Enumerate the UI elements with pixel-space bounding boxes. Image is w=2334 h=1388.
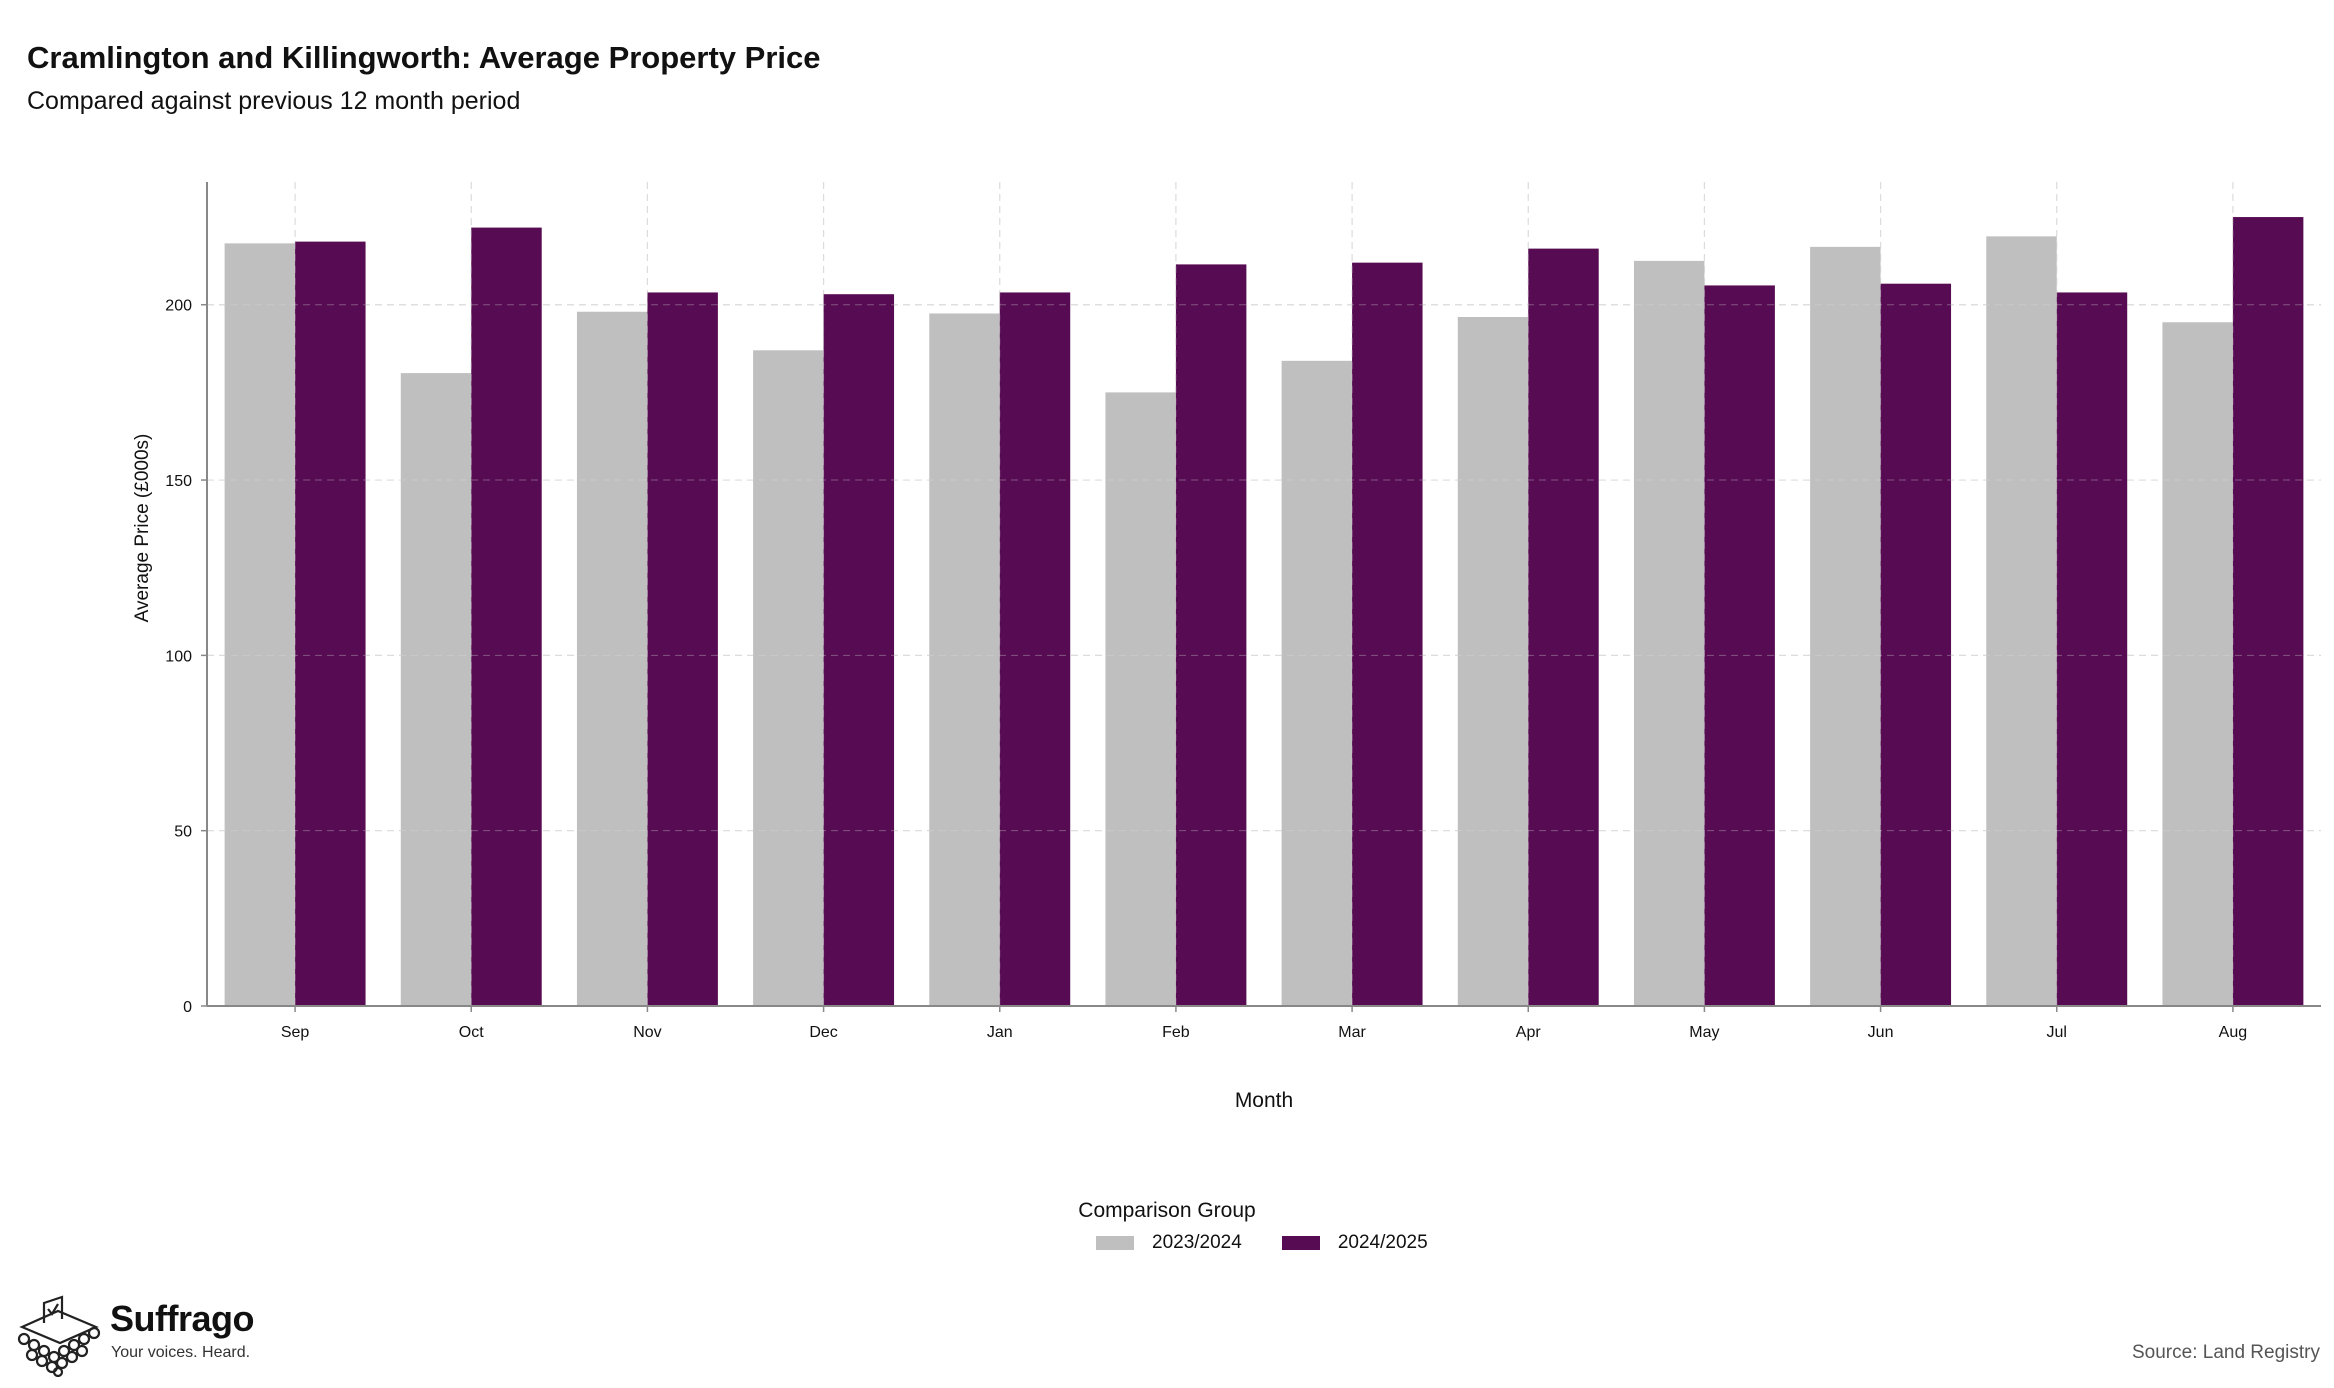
ballot-box-logo-icon <box>17 1295 101 1377</box>
bar-2023-2024-jan <box>929 313 1000 1006</box>
legend-swatch-2023-2024 <box>1096 1236 1134 1250</box>
bar-2024-2025-aug <box>2232 217 2304 1006</box>
bar-2024-2025-jun <box>1880 283 1952 1006</box>
x-tick-label: Aug <box>2219 1024 2247 1041</box>
bar-2023-2024-oct <box>400 373 472 1006</box>
y-tick-label: 50 <box>174 824 192 841</box>
bar-2024-2025-feb <box>1175 264 1247 1006</box>
legend-swatch-2024-2025 <box>1281 1236 1320 1250</box>
x-tick-label: Apr <box>1516 1024 1542 1041</box>
legend: 2023/2024 2024/2025 <box>1096 1232 1468 1254</box>
y-tick-label: 0 <box>183 999 192 1016</box>
x-tick-label: Jun <box>1868 1024 1894 1041</box>
legend-title: Comparison Group <box>1078 1199 1256 1222</box>
bar-2024-2025-apr <box>1528 248 1599 1006</box>
x-tick-label: Jul <box>2047 1024 2067 1041</box>
x-axis-title: Month <box>1235 1089 1293 1112</box>
bar-2024-2025-nov <box>647 292 718 1006</box>
bar-2024-2025-may <box>1704 285 1775 1006</box>
y-axis-title: Average Price (£000s) <box>132 434 153 623</box>
bar-2023-2024-jul <box>1986 236 2057 1006</box>
bar-2023-2024-sep <box>224 243 296 1007</box>
y-tick-label: 100 <box>165 648 192 665</box>
brand-name: Suffrago <box>110 1298 255 1339</box>
bar-2024-2025-dec <box>823 294 895 1007</box>
x-tick-label: Oct <box>459 1024 484 1041</box>
bar-chart: 0 50 100 150 200 Sep Oct Nov Dec Jan Feb Mar Apr May J… <box>132 182 2321 1112</box>
bar-2024-2025-sep <box>295 241 366 1006</box>
x-tick-label: Jan <box>987 1024 1013 1041</box>
bar-2023-2024-jun <box>1810 246 1881 1006</box>
legend-item-2023-2024: 2023/2024 <box>1096 1232 1242 1254</box>
legend-item-2024-2025: 2024/2025 <box>1281 1232 1428 1254</box>
x-tick-label: Sep <box>281 1024 310 1041</box>
bar-2023-2024-apr <box>1457 316 1529 1007</box>
x-tick-label: Nov <box>633 1024 661 1041</box>
bar-2023-2024-mar <box>1281 360 1353 1006</box>
bar-2024-2025-mar <box>1352 262 1423 1006</box>
bar-2023-2024-feb <box>1105 392 1176 1007</box>
chart-subtitle: Compared against previous 12 month perio… <box>27 87 521 115</box>
bar-2024-2025-jan <box>999 292 1071 1006</box>
x-tick-label: Mar <box>1338 1024 1366 1041</box>
source-note: Source: Land Registry <box>2132 1342 2320 1363</box>
x-tick-label: May <box>1689 1024 1719 1041</box>
x-tick-label: Dec <box>809 1024 837 1041</box>
brand-tagline: Your voices. Heard. <box>111 1344 251 1361</box>
legend-label-2024-2025: 2024/2025 <box>1337 1232 1428 1253</box>
x-tick-label: Feb <box>1162 1024 1190 1041</box>
bar-2024-2025-jul <box>2056 292 2128 1006</box>
bar-2023-2024-nov <box>576 311 648 1006</box>
y-tick-label: 150 <box>165 473 192 490</box>
legend-label-2023-2024: 2023/2024 <box>1152 1232 1242 1253</box>
bar-2024-2025-oct <box>471 227 542 1006</box>
y-tick-label: 200 <box>165 298 192 315</box>
chart-title: Cramlington and Killingworth: Average Pr… <box>27 40 821 75</box>
bar-2023-2024-aug <box>2162 322 2233 1006</box>
bar-2023-2024-dec <box>753 350 824 1006</box>
bar-2023-2024-may <box>1633 260 1705 1006</box>
